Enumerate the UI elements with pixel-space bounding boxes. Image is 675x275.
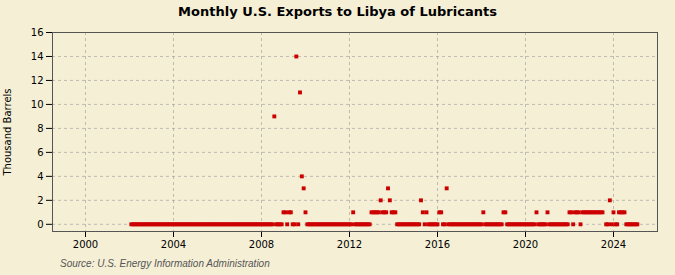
- svg-text:2024: 2024: [601, 239, 626, 250]
- svg-text:2004: 2004: [161, 239, 186, 250]
- svg-text:16: 16: [31, 27, 44, 38]
- svg-text:2012: 2012: [337, 239, 362, 250]
- svg-text:2008: 2008: [249, 239, 274, 250]
- svg-text:2: 2: [37, 195, 43, 206]
- svg-text:4: 4: [37, 171, 43, 182]
- svg-text:12: 12: [31, 75, 44, 86]
- html-text:Monthly U.S. Exports to Libya: Monthly U.S. Exports to Libya of Lubrica…: [178, 4, 497, 19]
- html-text:Source: U.S. Energy Informatio: Source: U.S. Energy Information Administ…: [60, 258, 270, 269]
- svg-text:6: 6: [37, 147, 43, 158]
- svg-text:2016: 2016: [425, 239, 450, 250]
- svg-text:2000: 2000: [73, 239, 98, 250]
- svg-text:2020: 2020: [513, 239, 538, 250]
- svg-text:Thousand Barrels: Thousand Barrels: [2, 88, 13, 176]
- svg-text:0: 0: [37, 219, 43, 230]
- svg-text:10: 10: [31, 99, 44, 110]
- svg-text:8: 8: [37, 123, 43, 134]
- svg-text:14: 14: [31, 51, 44, 62]
